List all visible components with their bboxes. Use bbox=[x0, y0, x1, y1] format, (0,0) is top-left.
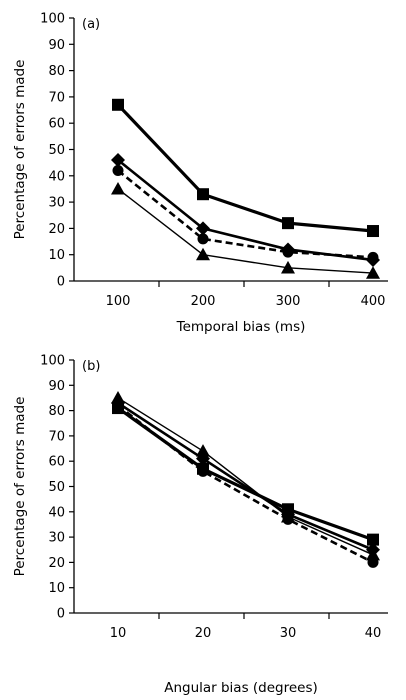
x-tick-label: 100 bbox=[106, 294, 131, 309]
data-point-diamond bbox=[111, 153, 125, 168]
x-tick-label: 30 bbox=[280, 626, 297, 641]
y-axis-title: Percentage of errors made bbox=[12, 397, 28, 577]
y-tick-label: 40 bbox=[48, 505, 65, 520]
x-tick-label: 200 bbox=[191, 294, 216, 309]
y-axis-title: Percentage of errors made bbox=[12, 60, 28, 240]
y-tick-label: 70 bbox=[48, 429, 65, 444]
y-tick-label: 10 bbox=[48, 581, 65, 596]
panel-label: (b) bbox=[82, 359, 100, 374]
chart-panel-1: 0 10 20 30 40 50 60 70 80 90 100 100 200 300 400 Tempor… bbox=[12, 12, 388, 335]
data-point-circle bbox=[197, 233, 209, 245]
y-tick-label: 100 bbox=[40, 12, 65, 27]
data-point-circle bbox=[112, 400, 124, 412]
data-point-circle bbox=[282, 246, 294, 258]
series-triangle bbox=[111, 181, 380, 279]
data-point-triangle bbox=[111, 181, 125, 195]
series-line-circle bbox=[117, 169, 374, 259]
data-point-triangle bbox=[366, 547, 380, 561]
x-tick-label: 400 bbox=[361, 294, 386, 309]
x-tick-label: 20 bbox=[195, 626, 212, 641]
data-point-square bbox=[367, 225, 379, 238]
series-square bbox=[112, 98, 379, 238]
y-tick-label: 80 bbox=[48, 404, 65, 419]
data-point-square bbox=[197, 188, 209, 201]
chart-panel-2: 0 10 20 30 40 50 60 70 80 90 100 10 20 30 40 Angular bi… bbox=[12, 354, 388, 696]
series-diamond bbox=[111, 396, 380, 557]
y-tick-label: 50 bbox=[48, 143, 65, 158]
data-point-circle bbox=[282, 513, 294, 525]
series-line-diamond bbox=[117, 401, 374, 551]
y-tick-label: 20 bbox=[48, 556, 65, 571]
y-tick-label: 90 bbox=[48, 379, 65, 394]
y-tick-label: 10 bbox=[48, 248, 65, 263]
x-axis-title: Temporal bias (ms) bbox=[176, 319, 306, 335]
data-point-circle bbox=[367, 251, 379, 263]
series-line-triangle bbox=[117, 188, 374, 274]
y-tick-label: 100 bbox=[40, 354, 65, 369]
y-tick-label: 0 bbox=[57, 607, 65, 622]
y-tick-label: 80 bbox=[48, 64, 65, 79]
y-tick-label: 50 bbox=[48, 480, 65, 495]
y-tick-label: 30 bbox=[48, 531, 65, 546]
y-tick-label: 0 bbox=[57, 275, 65, 290]
data-point-triangle bbox=[281, 260, 295, 274]
series-circle bbox=[112, 165, 379, 263]
series-line-square bbox=[116, 103, 374, 233]
x-tick-label: 10 bbox=[110, 626, 127, 641]
data-point-square bbox=[112, 98, 124, 111]
series-square bbox=[112, 402, 379, 546]
y-tick-label: 60 bbox=[48, 455, 65, 470]
data-point-square bbox=[282, 217, 294, 230]
data-point-square bbox=[367, 533, 379, 546]
y-tick-label: 40 bbox=[48, 169, 65, 184]
y-tick-label: 30 bbox=[48, 196, 65, 211]
panel-label: (a) bbox=[82, 17, 100, 32]
series-circle bbox=[112, 400, 379, 568]
y-tick-label: 70 bbox=[48, 90, 65, 105]
series-line-triangle bbox=[117, 397, 374, 556]
data-point-triangle bbox=[366, 266, 380, 279]
y-tick-label: 90 bbox=[48, 38, 65, 53]
data-point-diamond bbox=[196, 221, 210, 236]
x-tick-label: 300 bbox=[276, 294, 301, 309]
data-point-circle bbox=[367, 556, 379, 568]
data-point-circle bbox=[197, 465, 209, 477]
data-point-triangle bbox=[111, 390, 125, 404]
x-axis-title: Angular bias (degrees) bbox=[164, 680, 318, 696]
y-tick-label: 60 bbox=[48, 117, 65, 132]
series-line-square bbox=[117, 406, 374, 542]
y-tick-label: 20 bbox=[48, 222, 65, 237]
data-point-triangle bbox=[196, 247, 210, 261]
data-point-triangle bbox=[196, 444, 210, 457]
x-tick-label: 40 bbox=[365, 626, 382, 641]
series-line-circle bbox=[117, 404, 374, 564]
data-point-circle bbox=[112, 165, 124, 177]
